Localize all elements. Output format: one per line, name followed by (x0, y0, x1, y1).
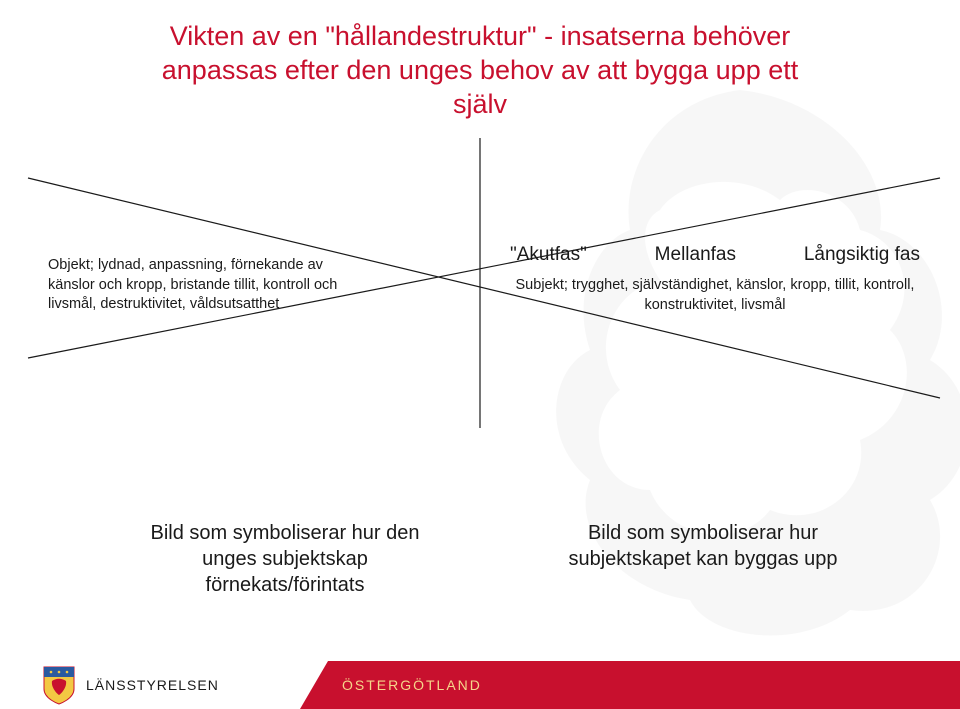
phase-mellanfas: Mellanfas (655, 244, 736, 266)
phases-block: "Akutfas" Mellanfas Långsiktig fas Subje… (510, 244, 920, 315)
footer-region-text: ÖSTERGÖTLAND (342, 661, 482, 709)
title-part-2: insatserna behöver (561, 21, 791, 51)
phase-akutfas: "Akutfas" (510, 244, 587, 266)
title-line-3: själv (0, 88, 960, 122)
footer-brand-text: LÄNSSTYRELSEN (86, 677, 219, 693)
title-line-2: anpassas efter den unges behov av att by… (0, 54, 960, 88)
crest-icon (42, 665, 76, 705)
objekt-label: Objekt; lydnad, anpassning, förnekande a… (48, 256, 348, 315)
phase-langsiktig: Långsiktig fas (804, 244, 920, 266)
phase-row: "Akutfas" Mellanfas Långsiktig fas (510, 244, 920, 266)
footer-bar: LÄNSSTYRELSEN ÖSTERGÖTLAND (0, 661, 960, 709)
page: Vikten av en "hållandestruktur" - insats… (0, 0, 960, 709)
page-title: Vikten av en "hållandestruktur" - insats… (0, 20, 960, 121)
bottom-left-caption: Bild som symboliserar hur den unges subj… (130, 520, 440, 598)
footer-logo: LÄNSSTYRELSEN (42, 665, 219, 705)
title-part-1: Vikten av en (170, 21, 326, 51)
subjekt-label: Subjekt; trygghet, självständighet, käns… (510, 276, 920, 315)
title-part-highlight: "hållandestruktur" - (325, 21, 560, 51)
bottom-right-caption: Bild som symboliserar hur subjektskapet … (548, 520, 858, 572)
footer-diagonal (300, 661, 328, 709)
